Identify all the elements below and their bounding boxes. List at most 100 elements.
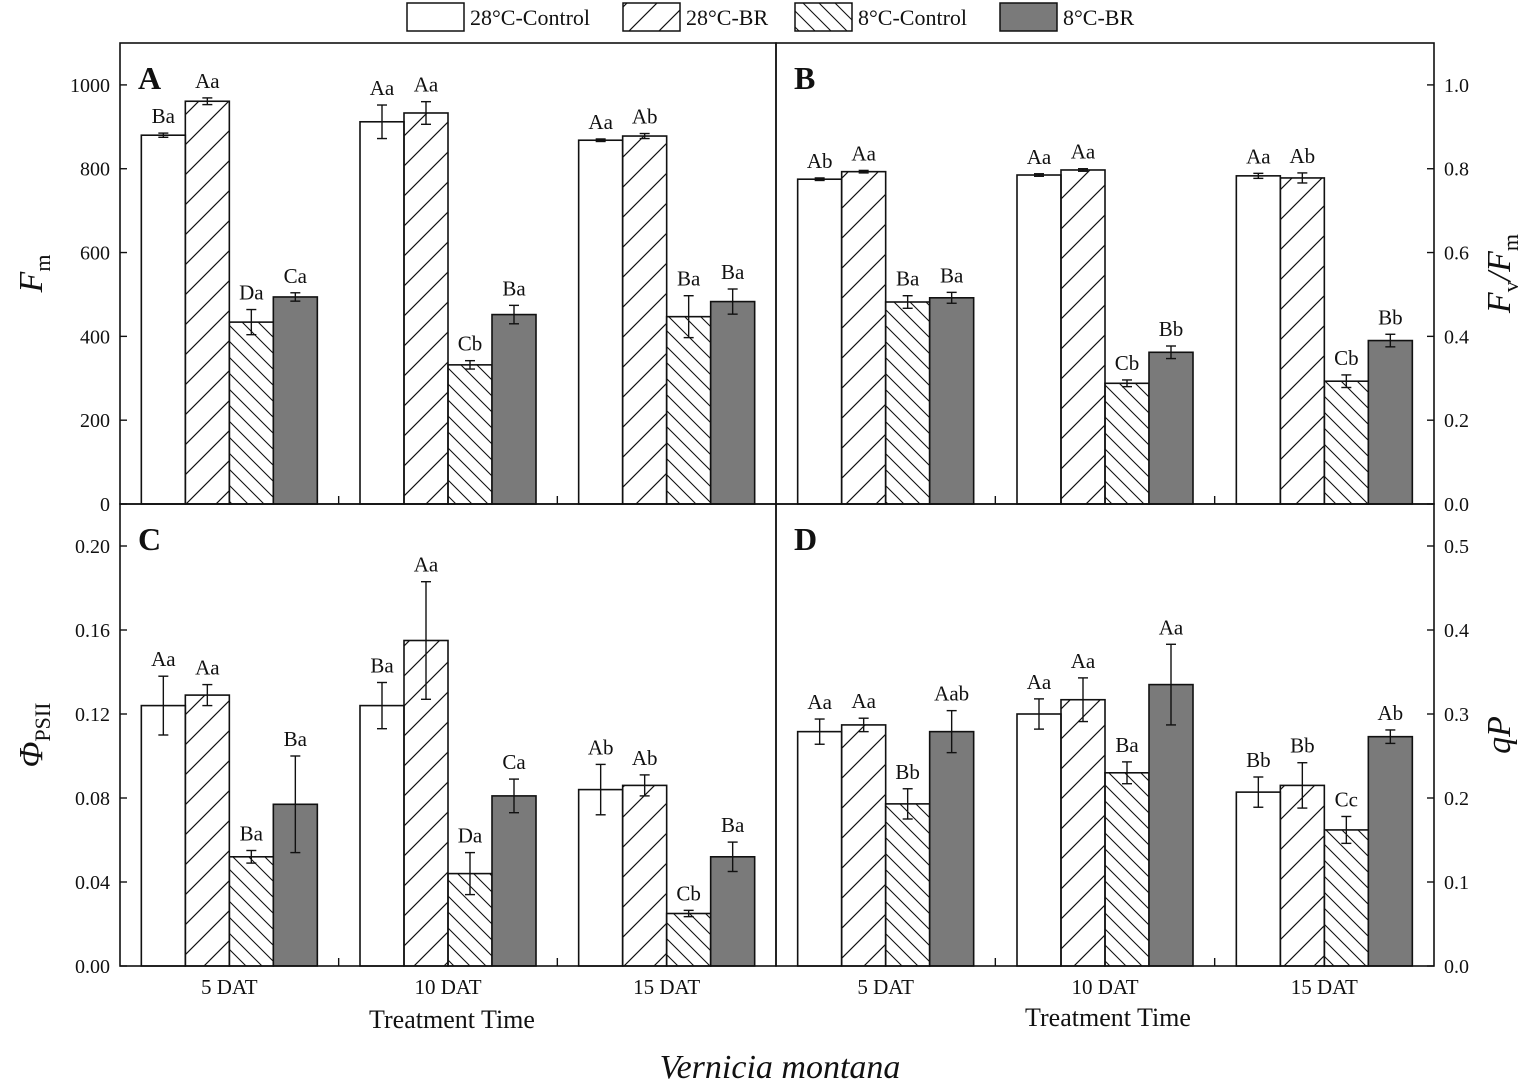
legend-label: 28°C-BR bbox=[686, 5, 768, 30]
y-axis-title-subscript: PSII bbox=[30, 702, 55, 741]
data-label: Ba bbox=[677, 267, 701, 291]
y-tick-label: 1000 bbox=[70, 75, 110, 97]
bar bbox=[928, 297, 975, 505]
x-tick-label: 10 DAT bbox=[414, 975, 481, 999]
data-label: Aa bbox=[851, 689, 876, 713]
bar bbox=[1323, 829, 1370, 967]
bar bbox=[665, 315, 712, 505]
panel-letter: A bbox=[138, 60, 161, 96]
panel-frame bbox=[775, 503, 1435, 967]
data-label: Ba bbox=[721, 813, 745, 837]
bar bbox=[621, 784, 668, 967]
data-label: Ab bbox=[807, 149, 833, 173]
bar bbox=[577, 139, 624, 505]
data-label: Ab bbox=[1377, 701, 1403, 725]
bar bbox=[1367, 735, 1414, 967]
y-axis-title-subscript: m bbox=[30, 255, 55, 272]
bar bbox=[1104, 771, 1150, 967]
y-tick-label: 0.2 bbox=[1444, 788, 1469, 810]
y-axis-title-main-2: /F bbox=[1481, 250, 1518, 283]
bar bbox=[1148, 351, 1194, 505]
bar bbox=[1367, 339, 1414, 505]
bar bbox=[1323, 380, 1370, 505]
y-tick-label: 0.8 bbox=[1444, 159, 1469, 181]
bar bbox=[1235, 791, 1282, 967]
y-tick-label: 0.00 bbox=[75, 956, 110, 978]
data-label: Ba bbox=[152, 104, 176, 128]
data-label: Ba bbox=[896, 267, 920, 291]
figure-caption: Vernicia montana bbox=[660, 1049, 901, 1083]
data-label: Ab bbox=[632, 746, 658, 770]
panels: Ba Aa Aa Aa Aa Ab Da Cb Ba Ca Ba Ba 0 200 400 600 800 100… bbox=[13, 42, 1523, 999]
data-label: Bb bbox=[1378, 305, 1403, 329]
data-label: Aa bbox=[370, 76, 395, 100]
legend-item-28c-br: 28°C-BR bbox=[622, 2, 768, 32]
panel-letter: C bbox=[138, 521, 161, 557]
bar bbox=[184, 100, 231, 505]
bar bbox=[403, 112, 449, 505]
y-tick-label: 0.6 bbox=[1444, 243, 1469, 265]
x-axis-title-left: Treatment Time bbox=[369, 1005, 535, 1034]
y-tick-label: 0.16 bbox=[75, 620, 110, 642]
x-tick-label: 10 DAT bbox=[1071, 975, 1138, 999]
data-label: Ab bbox=[588, 735, 614, 759]
bar bbox=[1016, 713, 1062, 967]
data-label: Aa bbox=[195, 656, 220, 680]
x-tick-label: 15 DAT bbox=[633, 975, 700, 999]
data-label: Aa bbox=[414, 553, 439, 577]
data-label: Ba bbox=[284, 727, 308, 751]
legend-swatch bbox=[794, 2, 853, 32]
y-tick-label: 1.0 bbox=[1444, 75, 1469, 97]
legend-label: 8°C-Control bbox=[858, 5, 967, 30]
data-label: Aa bbox=[151, 647, 176, 671]
data-label: Cb bbox=[1115, 351, 1140, 375]
bar bbox=[884, 803, 931, 967]
data-label: Aa bbox=[851, 141, 876, 165]
legend-item-28c-control: 28°C-Control bbox=[406, 2, 590, 32]
data-label: Bb bbox=[1290, 734, 1315, 758]
y-axis-title: Fv/Fm bbox=[1481, 234, 1523, 314]
bar bbox=[577, 788, 624, 967]
bar bbox=[491, 795, 537, 967]
bar bbox=[665, 912, 712, 967]
data-label: Bb bbox=[1159, 317, 1184, 341]
bar bbox=[447, 364, 493, 505]
bar bbox=[709, 300, 756, 505]
x-tick-label: 15 DAT bbox=[1291, 975, 1358, 999]
legend-label: 8°C-BR bbox=[1063, 5, 1134, 30]
panel-letter: D bbox=[794, 521, 817, 557]
y-tick-label: 0.20 bbox=[75, 536, 110, 558]
y-tick-label: 0.0 bbox=[1444, 494, 1469, 516]
bar bbox=[796, 730, 843, 967]
bar bbox=[359, 120, 405, 505]
bar bbox=[359, 704, 405, 967]
y-tick-label: 0.0 bbox=[1444, 956, 1469, 978]
bar bbox=[1279, 784, 1326, 967]
legend-swatch bbox=[999, 2, 1058, 32]
data-label: Ba bbox=[240, 822, 264, 846]
panel-letter: B bbox=[794, 60, 815, 96]
data-label: Aa bbox=[1071, 649, 1096, 673]
bar bbox=[272, 296, 319, 505]
data-label: Cb bbox=[1334, 346, 1359, 370]
y-tick-label: 0.08 bbox=[75, 788, 110, 810]
data-label: Aa bbox=[1027, 670, 1052, 694]
y-axis-title: ΦPSII bbox=[13, 702, 55, 767]
bar bbox=[140, 134, 187, 505]
y-tick-label: 0 bbox=[100, 494, 110, 516]
legend: 28°C-Control 28°C-BR 8°C-Control 8°C-BR bbox=[406, 2, 1134, 32]
bar bbox=[884, 301, 931, 505]
legend-swatch bbox=[622, 2, 681, 32]
data-label: Bb bbox=[895, 760, 920, 784]
y-tick-label: 0.4 bbox=[1444, 326, 1469, 348]
y-tick-label: 200 bbox=[80, 410, 110, 432]
y-tick-label: 0.12 bbox=[75, 704, 110, 726]
data-label: Ba bbox=[940, 263, 964, 287]
data-label: Ba bbox=[721, 260, 745, 284]
data-label: Aa bbox=[1071, 140, 1096, 164]
data-label: Ca bbox=[284, 264, 308, 288]
data-label: Aa bbox=[414, 73, 439, 97]
bar bbox=[709, 855, 756, 967]
y-tick-label: 0.3 bbox=[1444, 704, 1469, 726]
